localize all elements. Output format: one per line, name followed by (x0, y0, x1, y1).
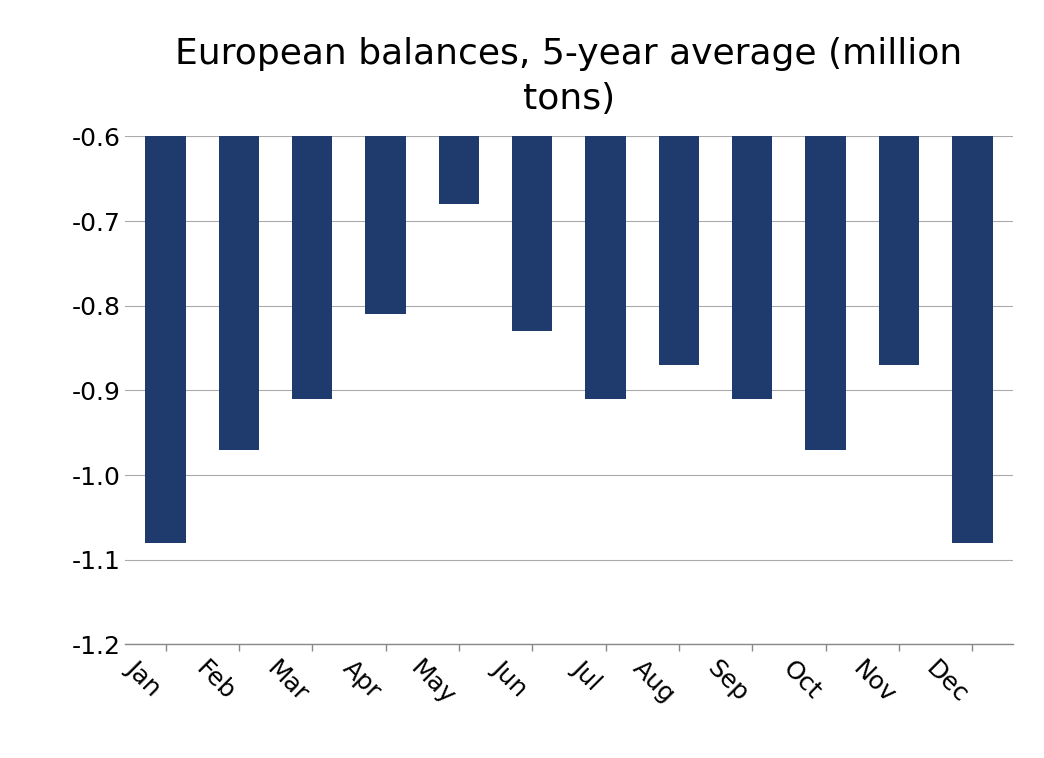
Bar (659, 0, 699, 365)
Bar (732, 0, 773, 399)
Bar (806, 0, 846, 449)
Bar (438, 0, 479, 204)
Bar (145, 0, 186, 543)
Bar (219, 0, 259, 449)
Bar (879, 0, 919, 365)
Bar (952, 0, 993, 543)
Bar (365, 0, 406, 315)
Bar (513, 0, 552, 331)
Bar (586, 0, 625, 399)
Title: European balances, 5-year average (million
tons): European balances, 5-year average (milli… (175, 37, 963, 116)
Bar (292, 0, 332, 399)
